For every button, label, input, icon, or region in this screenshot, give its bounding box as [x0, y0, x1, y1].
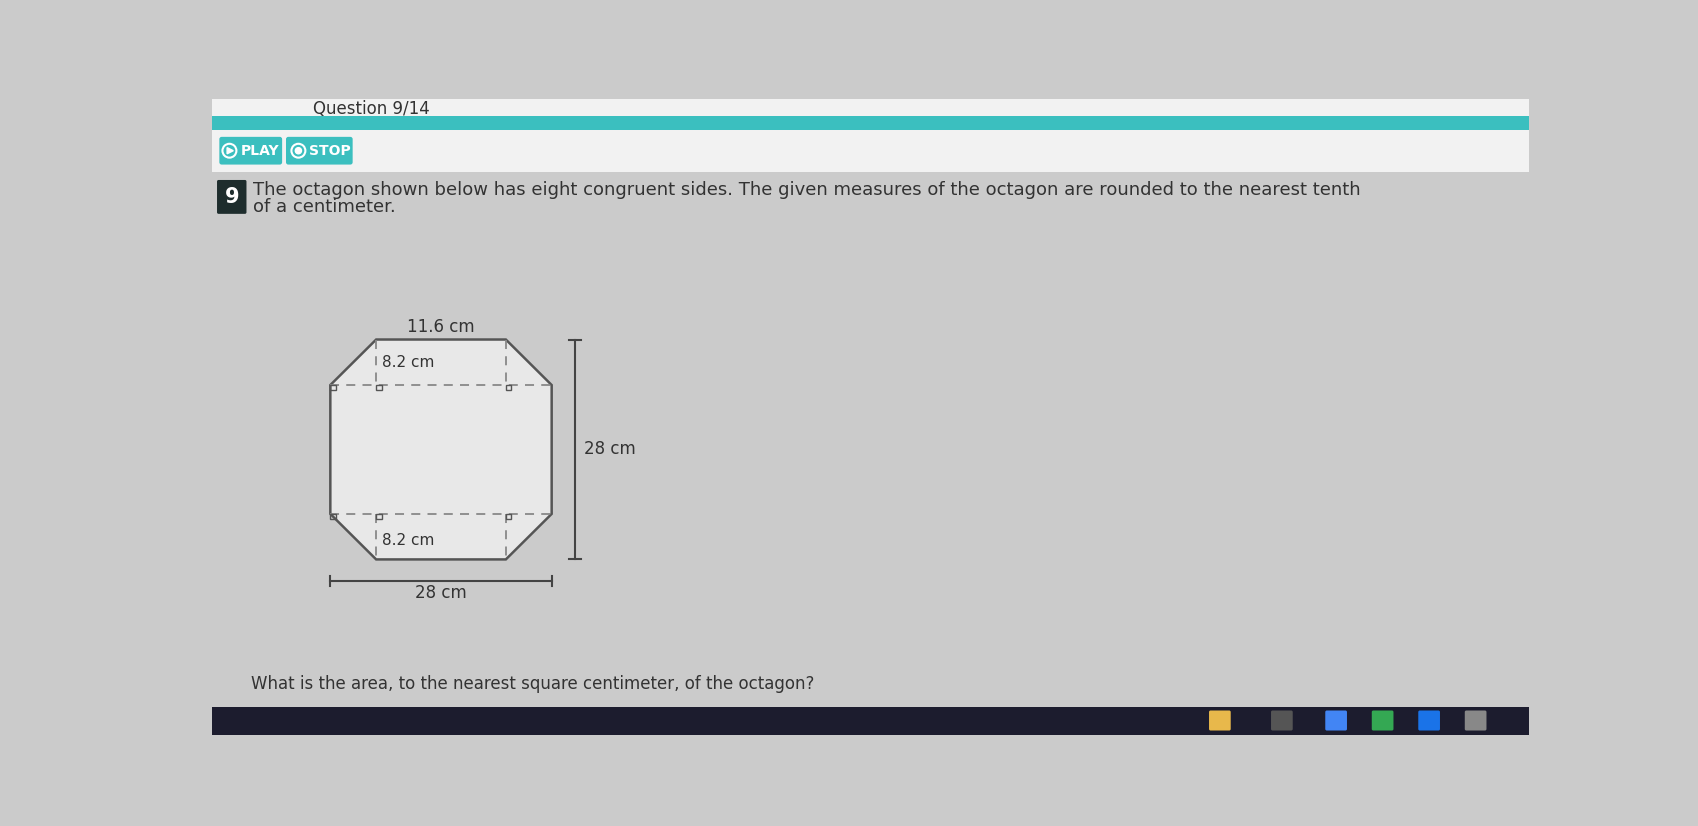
Text: PLAY: PLAY [239, 144, 278, 158]
Bar [375, 514, 382, 520]
FancyBboxPatch shape [1370, 710, 1392, 730]
Text: 28 cm: 28 cm [414, 584, 467, 602]
Text: What is the area, to the nearest square centimeter, of the octagon?: What is the area, to the nearest square … [251, 676, 813, 693]
Text: 28 cm: 28 cm [584, 440, 635, 458]
Text: of a centimeter.: of a centimeter. [253, 198, 396, 216]
FancyBboxPatch shape [285, 137, 353, 164]
FancyBboxPatch shape [1270, 710, 1292, 730]
Text: 8.2 cm: 8.2 cm [382, 533, 435, 548]
Bar [506, 385, 511, 391]
Text: 11.6 cm: 11.6 cm [408, 318, 474, 336]
Bar [212, 99, 1528, 173]
FancyBboxPatch shape [1209, 710, 1229, 730]
Bar [329, 514, 336, 520]
Bar [506, 514, 511, 520]
Bar [329, 385, 336, 391]
Text: Question 9/14: Question 9/14 [312, 100, 430, 118]
Text: 8.2 cm: 8.2 cm [382, 355, 435, 370]
Text: STOP: STOP [309, 144, 351, 158]
FancyBboxPatch shape [1324, 710, 1347, 730]
FancyBboxPatch shape [217, 180, 246, 214]
Bar [212, 116, 1528, 130]
Text: The octagon shown below has eight congruent sides. The given measures of the oct: The octagon shown below has eight congru… [253, 181, 1360, 199]
Bar [375, 385, 382, 391]
Polygon shape [329, 339, 552, 559]
Polygon shape [228, 148, 233, 154]
Bar [212, 173, 1528, 707]
Bar [212, 707, 1528, 735]
FancyBboxPatch shape [219, 137, 282, 164]
Circle shape [295, 148, 301, 154]
Text: 9: 9 [224, 187, 239, 206]
FancyBboxPatch shape [1464, 710, 1486, 730]
FancyBboxPatch shape [1418, 710, 1440, 730]
